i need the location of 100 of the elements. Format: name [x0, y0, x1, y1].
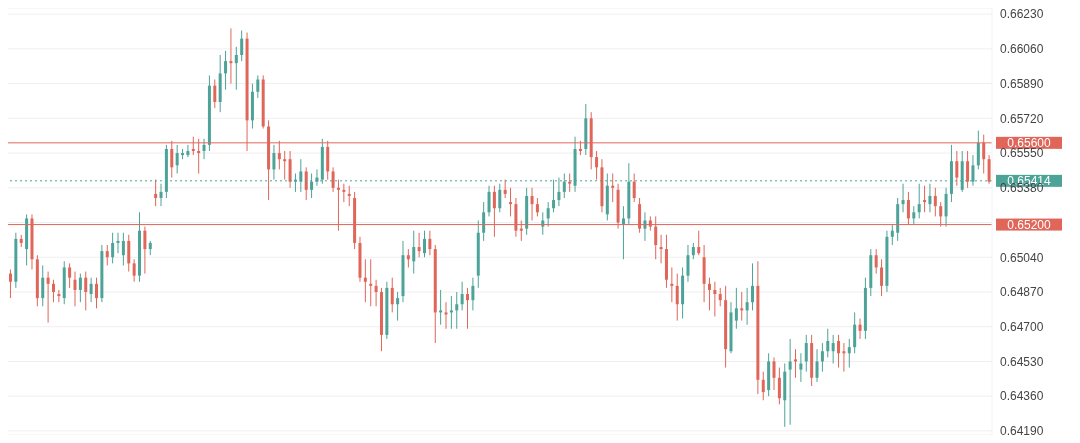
candlestick — [734, 287, 738, 330]
candlestick — [944, 187, 948, 228]
candlestick — [449, 295, 453, 330]
candlestick — [820, 342, 824, 373]
candlestick — [229, 27, 233, 85]
candlestick — [471, 277, 475, 311]
candlestick — [331, 166, 335, 193]
candlestick — [842, 342, 846, 373]
candlestick — [686, 244, 690, 283]
candlestick — [369, 258, 373, 307]
candlestick — [363, 258, 367, 303]
candlestick — [761, 371, 765, 401]
candlestick — [213, 79, 217, 109]
candlestick — [455, 291, 459, 330]
candlestick — [788, 338, 792, 426]
y-tick-label: 0.65550 — [1000, 146, 1044, 161]
candlestick — [966, 150, 970, 189]
candlestick — [154, 179, 158, 207]
candlestick — [568, 172, 572, 193]
candlestick — [933, 187, 937, 217]
candlestick — [804, 334, 808, 373]
candlestick — [396, 291, 400, 322]
candlestick — [283, 150, 287, 181]
candlestick — [718, 287, 722, 307]
candlestick — [46, 271, 50, 324]
candlestick — [799, 352, 803, 383]
candlestick — [912, 205, 916, 226]
candlestick — [439, 289, 443, 326]
candlestick — [423, 230, 426, 258]
candlestick — [643, 211, 647, 242]
candlestick — [777, 367, 781, 405]
candlestick — [535, 197, 539, 217]
candlestick — [111, 232, 115, 264]
candlestick — [51, 279, 55, 303]
candlestick — [406, 248, 410, 268]
candlestick — [412, 230, 416, 275]
candlestick — [175, 144, 179, 174]
candlestick — [304, 166, 308, 201]
candlestick — [847, 338, 851, 369]
candlestick — [256, 74, 260, 99]
y-tick-label: 0.66230 — [1000, 7, 1044, 22]
candlestick — [428, 230, 432, 256]
candlestick — [880, 258, 884, 297]
y-tick-label: 0.66060 — [1000, 42, 1044, 57]
candlestick — [541, 211, 545, 236]
candlestick — [740, 291, 744, 322]
candlestick — [794, 348, 798, 379]
ref-line-label: 0.65200 — [1007, 217, 1052, 232]
candlestick — [132, 258, 136, 283]
candlestick — [632, 172, 636, 203]
candlestick — [73, 271, 77, 307]
candlestick — [595, 150, 599, 181]
candlestick — [670, 266, 674, 303]
candlestick — [987, 154, 991, 185]
y-tick-label: 0.64190 — [1000, 424, 1044, 439]
candlestick — [745, 287, 749, 326]
y-tick-label: 0.65720 — [1000, 111, 1044, 126]
candlestick — [837, 334, 841, 369]
candlestick — [240, 29, 244, 62]
candlestick — [41, 264, 45, 307]
candlestick — [121, 232, 125, 266]
candlestick — [78, 273, 82, 303]
candlestick — [858, 318, 862, 340]
y-tick-label: 0.64530 — [1000, 354, 1044, 369]
candlestick — [89, 277, 93, 303]
candlestick — [444, 301, 448, 330]
candlestick — [347, 185, 351, 207]
candlestick — [546, 201, 550, 228]
candlestick — [890, 224, 894, 246]
candlestick — [509, 187, 513, 217]
candlestick — [697, 230, 701, 256]
candlestick — [374, 279, 378, 307]
y-tick-label: 0.65040 — [1000, 250, 1044, 265]
candlestick — [288, 150, 292, 189]
candlestick — [772, 356, 776, 391]
candlestick — [116, 232, 120, 254]
candlestick — [751, 262, 754, 311]
candlestick — [707, 277, 711, 311]
candlestick — [826, 328, 830, 358]
candlestick — [503, 179, 507, 199]
candlestick — [901, 183, 905, 213]
candlestick — [8, 269, 12, 299]
candlestick — [342, 183, 346, 203]
candlestick — [713, 281, 717, 317]
candlestick — [530, 187, 534, 221]
candlestick — [659, 234, 663, 264]
candlestick — [95, 277, 98, 309]
candlestick — [498, 183, 502, 213]
candlestick — [68, 262, 72, 289]
candlestick — [466, 287, 470, 330]
candlestick — [272, 144, 276, 181]
candlestick — [482, 201, 486, 242]
candlestick — [84, 271, 88, 311]
y-tick-label: 0.64870 — [1000, 285, 1044, 300]
candlestick — [143, 226, 147, 275]
candlestick — [224, 50, 228, 91]
candlestick — [460, 281, 464, 311]
candlestick — [815, 348, 819, 383]
y-tick-label: 0.65890 — [1000, 76, 1044, 91]
candlestick — [234, 46, 238, 91]
